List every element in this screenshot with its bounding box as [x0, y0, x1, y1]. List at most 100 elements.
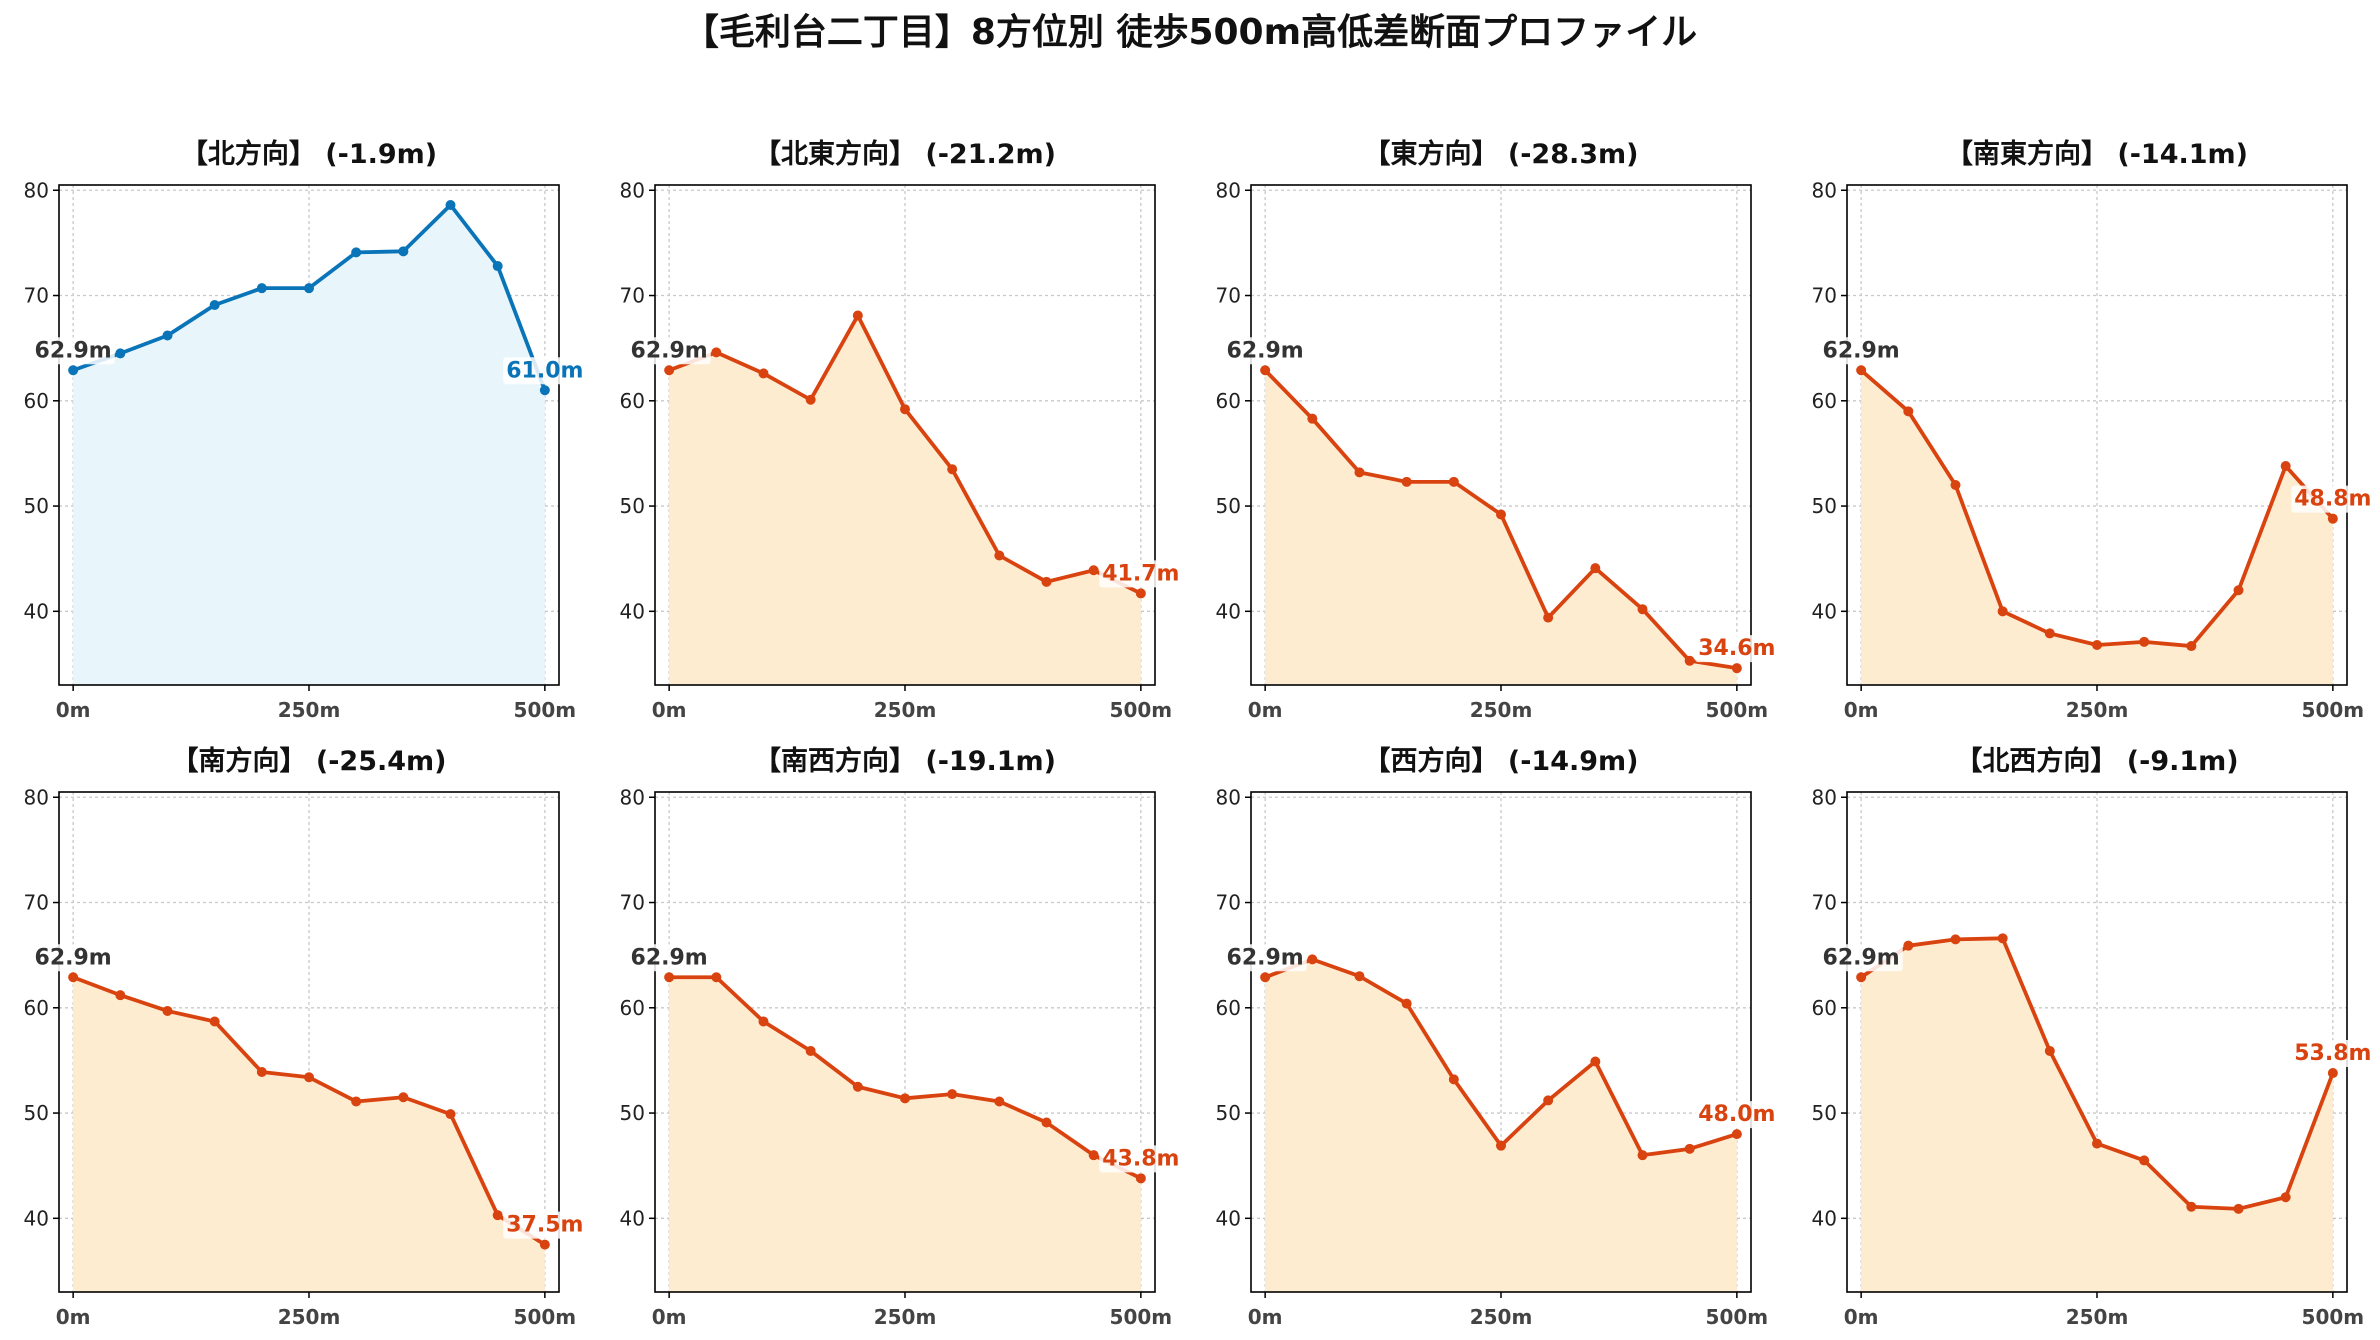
panel-3-xtick-label-1: 250m	[2066, 698, 2129, 722]
panel-1-point-9	[1088, 565, 1099, 576]
panel-7-point-1	[1903, 940, 1914, 951]
panel-6-start-label: 62.9m	[1223, 944, 1307, 972]
panel-5-point-4	[852, 1081, 863, 1092]
panel-3-point-9	[2280, 461, 2291, 472]
panel-4-end-label-text: 37.5m	[506, 1213, 583, 1238]
panel-6-point-4	[1448, 1074, 1459, 1085]
panel-4-xtick-label-2: 500m	[514, 1305, 577, 1329]
panel-4-point-10	[539, 1239, 550, 1250]
panel-4-point-4	[256, 1067, 267, 1077]
panel-6-ytick-label-3: 70	[1216, 891, 1241, 915]
panel-4-chart: 【南方向】 (-25.4m) 40 50 60 70 80 0m 250m 500m 62.9m 3…	[24, 745, 587, 1329]
panel-5-ytick-label-2: 60	[620, 996, 645, 1020]
panel-7-ytick-label-3: 70	[1812, 891, 1837, 915]
panel-3-chart: 【南東方向】 (-14.1m) 40 50 60 70 80 0m 250m 500m 62.9m…	[1812, 138, 2375, 722]
panel-0-point-2	[162, 330, 173, 341]
panel-4-point-1	[115, 990, 126, 1001]
panel-2-title: 【東方向】 (-28.3m)	[1363, 138, 1638, 170]
panel-5-point-1	[711, 972, 722, 983]
panel-1-title: 【北東方向】 (-21.2m)	[754, 138, 1056, 170]
panel-7-xtick-label-1: 250m	[2066, 1305, 2129, 1329]
panel-2-ytick-label-1: 50	[1216, 494, 1241, 518]
panel-6-point-7	[1590, 1056, 1601, 1067]
panel-6-point-10	[1731, 1129, 1742, 1140]
panel-3-xtick-label-2: 500m	[2302, 698, 2365, 722]
panel-0-area	[73, 205, 545, 685]
panel-6-xtick-label-2: 500m	[1706, 1305, 1769, 1329]
panel-2-point-7	[1590, 563, 1601, 574]
panel-6-chart: 【西方向】 (-14.9m) 40 50 60 70 80 0m 250m 500m 62.9m 4…	[1216, 745, 1779, 1329]
panel-3-point-10	[2327, 513, 2338, 524]
panel-6-ytick-label-4: 80	[1216, 785, 1241, 809]
panel-2-point-2	[1354, 467, 1365, 478]
panel-5-point-0	[664, 972, 675, 983]
panel-6-ytick-label-1: 50	[1216, 1101, 1241, 1125]
panel-4-point-7	[398, 1092, 409, 1103]
panel-3-point-2	[1950, 480, 1961, 490]
panel-0-end-label-bg	[503, 357, 587, 385]
panel-2-chart: 【東方向】 (-28.3m) 40 50 60 70 80 0m 250m 500m 62.9m 3…	[1216, 138, 1779, 722]
panel-5-point-8	[1041, 1117, 1052, 1128]
panel-6-ytick-label-2: 60	[1216, 996, 1241, 1020]
panel-0-point-0	[68, 365, 79, 376]
panel-4-ytick-label-4: 80	[24, 785, 49, 809]
panel-4-ytick-label-1: 50	[24, 1101, 49, 1125]
panel-4-point-3	[209, 1016, 220, 1027]
panel-5-ytick-label-0: 40	[620, 1206, 645, 1230]
panel-4-end-label-bg	[503, 1211, 587, 1239]
panel-2-point-4	[1448, 476, 1459, 487]
panel-1-point-8	[1041, 576, 1052, 587]
panel-5-ytick-label-3: 70	[620, 891, 645, 915]
panel-1-start-label-text: 62.9m	[631, 338, 708, 363]
panel-7-point-7	[2186, 1201, 2197, 1212]
panel-5-chart: 【南西方向】 (-19.1m) 40 50 60 70 80 0m 250m 500m 62.9m…	[620, 745, 1183, 1329]
panel-1-chart: 【北東方向】 (-21.2m) 40 50 60 70 80 0m 250m 500m 62.9m…	[620, 138, 1183, 722]
panel-0-xtick-label-2: 500m	[514, 698, 577, 722]
panel-0-start-label: 62.9m	[31, 337, 115, 365]
panel-5-point-9	[1088, 1150, 1099, 1161]
panel-2-ytick-label-2: 60	[1216, 389, 1241, 413]
panel-2-point-5	[1496, 509, 1506, 520]
panel-7-chart: 【北西方向】 (-9.1m) 40 50 60 70 80 0m 250m 500m 62.9m 5…	[1812, 745, 2375, 1329]
panel-3-point-6	[2139, 636, 2150, 647]
panel-3-point-5	[2092, 640, 2102, 650]
panel-2-xtick-label-2: 500m	[1706, 698, 1769, 722]
panel-5-title: 【南西方向】 (-19.1m)	[754, 745, 1056, 777]
panel-7-point-8	[2233, 1203, 2244, 1214]
panel-5-point-7	[994, 1096, 1005, 1107]
panel-1-point-5	[900, 404, 910, 415]
panel-5-end-label-bg	[1099, 1145, 1183, 1173]
panel-2-start-label-bg	[1223, 337, 1307, 365]
panel-3-start-label-text: 62.9m	[1823, 338, 1900, 363]
panel-0-point-7	[398, 246, 409, 257]
panel-2-start-label-text: 62.9m	[1227, 338, 1304, 363]
panel-6-xtick-label-0: 0m	[1248, 1305, 1283, 1329]
panel-6-point-6	[1543, 1095, 1554, 1106]
panel-5-area	[669, 977, 1141, 1292]
panel-0-end-label: 61.0m	[503, 357, 587, 385]
panel-4-point-5	[304, 1072, 314, 1083]
panel-7-point-3	[1997, 933, 2008, 944]
panel-6-title: 【西方向】 (-14.9m)	[1363, 745, 1638, 777]
panel-5-xtick-label-2: 500m	[1110, 1305, 1173, 1329]
panel-1-xtick-label-1: 250m	[874, 698, 937, 722]
panel-4-ytick-label-0: 40	[24, 1206, 49, 1230]
panel-0-ytick-label-3: 70	[24, 284, 49, 308]
panel-0-point-8	[445, 200, 456, 210]
panel-5-point-2	[758, 1016, 769, 1027]
panel-4-point-8	[445, 1109, 456, 1120]
panel-5-start-label-text: 62.9m	[631, 945, 708, 970]
panel-2-ytick-label-4: 80	[1216, 178, 1241, 202]
panel-7-end-label-bg	[2291, 1040, 2375, 1068]
panel-0-start-label-bg	[31, 337, 115, 365]
panel-2-xtick-label-1: 250m	[1470, 698, 1533, 722]
panel-1-point-2	[758, 368, 769, 379]
panel-5-point-6	[947, 1089, 958, 1100]
panel-1-point-3	[805, 394, 816, 405]
panel-3-point-1	[1903, 406, 1914, 417]
panel-1-point-6	[947, 464, 958, 475]
panel-0-point-9	[492, 261, 503, 272]
panel-3-ytick-label-4: 80	[1812, 178, 1837, 202]
panel-3-point-0	[1856, 365, 1867, 376]
panel-1-point-1	[711, 347, 722, 358]
